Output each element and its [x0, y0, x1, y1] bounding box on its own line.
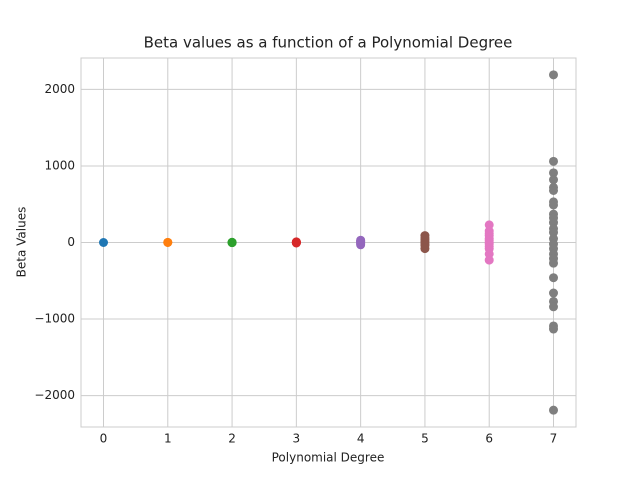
point [484, 241, 494, 251]
point [227, 238, 237, 248]
x-tick-label: 7 [550, 432, 558, 446]
plot-frame [80, 57, 577, 428]
point [291, 237, 301, 247]
x-tick-label: 6 [485, 432, 493, 446]
point [484, 228, 494, 238]
x-tick-label: 4 [357, 432, 365, 446]
y-tick-label: 2000 [44, 82, 75, 96]
y-axis-label: Beta Values [15, 207, 29, 278]
chart-title: Beta values as a function of a Polynomia… [144, 34, 513, 52]
y-tick-label: 0 [67, 235, 75, 249]
point [549, 302, 558, 312]
point [99, 238, 108, 247]
x-axis-label: Polynomial Degree [272, 451, 385, 465]
x-tick-label: 0 [100, 432, 108, 446]
point [549, 175, 558, 185]
point [356, 236, 366, 246]
point [549, 185, 558, 195]
x-tick-label: 1 [164, 432, 172, 446]
point [549, 200, 558, 210]
point [549, 288, 558, 298]
point [549, 273, 558, 283]
x-tick-label: 2 [228, 432, 236, 446]
point [549, 168, 558, 178]
point [549, 324, 558, 334]
point [549, 70, 558, 80]
x-tick-label: 3 [293, 432, 301, 446]
point [549, 156, 558, 166]
y-tick-label: −2000 [34, 388, 75, 402]
point [549, 258, 558, 268]
y-tick-label: 1000 [44, 158, 75, 172]
point [163, 237, 173, 247]
y-tick-label: −1000 [34, 312, 75, 326]
point [420, 233, 430, 243]
x-tick-label: 5 [421, 432, 429, 446]
point [549, 405, 558, 415]
